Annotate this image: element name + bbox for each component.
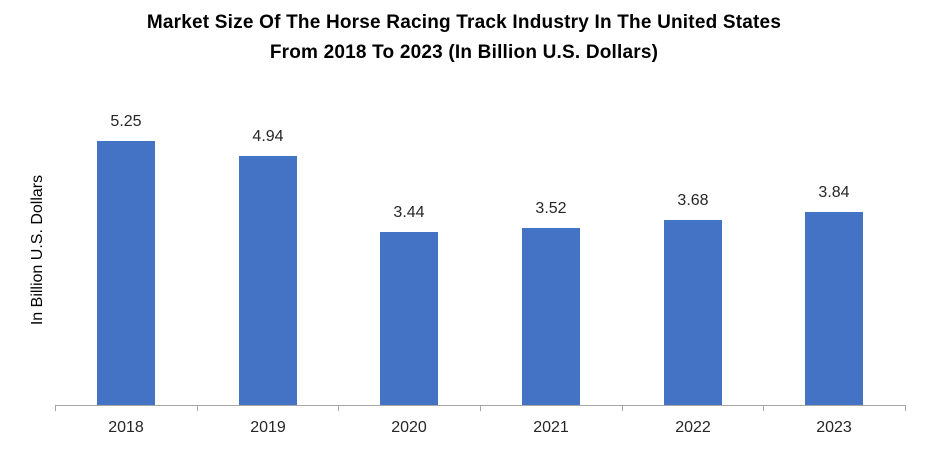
bar-value-label: 3.52: [535, 200, 567, 217]
bar: [522, 228, 580, 405]
bar-value-label: 4.94: [252, 128, 284, 145]
x-axis-line: [55, 405, 906, 406]
x-axis-tick: [55, 406, 56, 411]
bar: [805, 212, 863, 405]
bar-value-label: 3.84: [818, 184, 850, 201]
chart-title: Market Size Of The Horse Racing Track In…: [0, 8, 928, 68]
bar-value-label: 5.25: [110, 113, 142, 130]
bar-value-label: 3.44: [393, 204, 425, 221]
x-axis-tick: [338, 406, 339, 411]
x-tick-label: 2023: [816, 419, 852, 436]
bar: [380, 232, 438, 405]
x-axis-tick: [763, 406, 764, 411]
bar: [664, 220, 722, 405]
x-tick-label: 2018: [108, 419, 144, 436]
x-axis-tick: [197, 406, 198, 411]
bar-value-label: 3.68: [677, 192, 709, 209]
x-tick-label: 2019: [250, 419, 286, 436]
x-tick-label: 2021: [533, 419, 569, 436]
x-axis-tick: [480, 406, 481, 411]
chart-title-line-1: Market Size Of The Horse Racing Track In…: [146, 12, 782, 33]
x-axis-tick: [905, 406, 906, 411]
x-tick-label: 2020: [391, 419, 427, 436]
bar: [239, 156, 297, 405]
bar: [97, 141, 155, 405]
x-tick-label: 2022: [675, 419, 711, 436]
chart-title-line-2: From 2018 To 2023 (In Billion U.S. Dolla…: [269, 42, 659, 63]
x-axis-tick: [622, 406, 623, 411]
